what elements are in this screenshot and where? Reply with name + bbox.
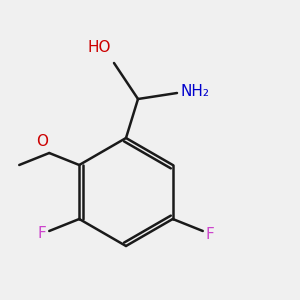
Text: O: O: [36, 134, 48, 148]
Text: HO: HO: [88, 40, 111, 56]
Text: NH₂: NH₂: [180, 84, 209, 99]
Text: F: F: [206, 226, 214, 242]
Text: F: F: [38, 226, 46, 242]
